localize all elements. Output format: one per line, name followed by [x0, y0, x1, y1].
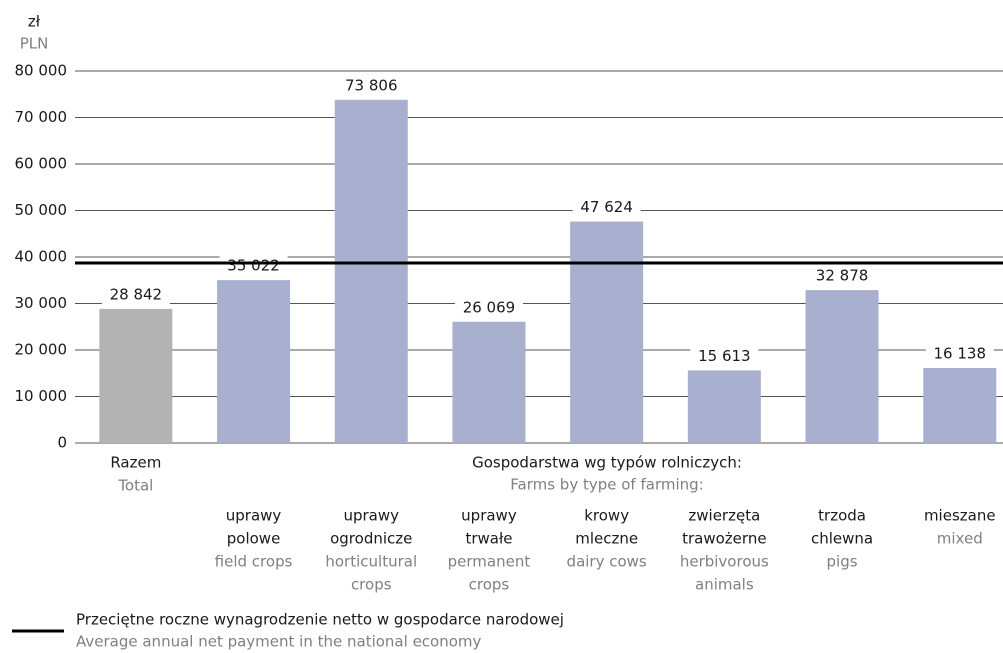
bar — [687, 370, 761, 443]
x-tick-label-en: pigs — [827, 553, 858, 571]
y-tick-label: 20 000 — [15, 341, 68, 359]
value-label: 26 069 — [463, 298, 516, 316]
value-label: 16 138 — [934, 344, 987, 362]
bar — [805, 290, 879, 443]
bar — [923, 367, 997, 443]
x-tick-label: chlewna — [811, 530, 873, 548]
y-tick-label: 70 000 — [15, 108, 68, 126]
value-label-bg — [690, 346, 759, 367]
legend-label-en: Average annual net payment in the nation… — [76, 633, 482, 651]
x-tick-label-en: herbivorous — [680, 553, 769, 571]
x-tick-label: trawożerne — [682, 530, 766, 548]
x-tick-label: uprawy — [461, 507, 517, 525]
value-label-bg — [925, 343, 994, 364]
x-tick-label-en: dairy cows — [567, 553, 647, 571]
bar — [334, 99, 408, 444]
y-tick-label: 0 — [57, 434, 67, 452]
bar — [217, 280, 291, 443]
value-label-bg — [101, 284, 170, 305]
x-tick-label: polowe — [227, 530, 281, 548]
x-tick-label: uprawy — [226, 507, 282, 525]
bar — [99, 308, 173, 443]
x-tick-label: zwierzęta — [688, 507, 760, 525]
x-tick-label-en: permanent — [448, 553, 531, 571]
x-tick-label-en: field crops — [215, 553, 293, 571]
y-tick-label: 40 000 — [15, 248, 68, 266]
y-tick-label: 80 000 — [15, 62, 68, 80]
x-tick-label: ogrodnicze — [330, 530, 412, 548]
x-tick-label-en: Total — [117, 477, 153, 495]
x-tick-label: mleczne — [575, 530, 638, 548]
legend-label: Przeciętne roczne wynagrodzenie netto w … — [76, 611, 564, 629]
x-tick-label: Razem — [110, 454, 161, 472]
value-label-bg — [808, 266, 877, 287]
value-label: 28 842 — [110, 285, 163, 303]
value-label: 47 624 — [580, 198, 633, 216]
y-unit: zł — [28, 13, 41, 31]
value-label-bg — [219, 256, 288, 277]
x-tick-label-en: crops — [351, 576, 392, 594]
y-tick-label: 60 000 — [15, 155, 68, 173]
x-tick-label-en: mixed — [937, 530, 983, 548]
x-tick-label: uprawy — [343, 507, 399, 525]
x-tick-label: mieszane — [924, 507, 996, 525]
y-unit-en: PLN — [20, 35, 49, 53]
value-label-bg — [572, 197, 641, 218]
bar — [452, 321, 526, 443]
value-label-bg — [337, 75, 406, 96]
value-label: 32 878 — [816, 267, 869, 285]
x-tick-label-en: animals — [695, 576, 754, 594]
x-tick-label-en: crops — [469, 576, 510, 594]
x-tick-label-en: horticultural — [325, 553, 417, 571]
y-tick-label: 30 000 — [15, 294, 68, 312]
group-label-en: Farms by type of farming: — [510, 476, 703, 494]
x-tick-label: krowy — [584, 507, 629, 525]
x-tick-label: trzoda — [818, 507, 866, 525]
value-label: 15 613 — [698, 347, 751, 365]
y-tick-label: 50 000 — [15, 201, 68, 219]
value-label: 35 022 — [227, 257, 280, 275]
x-tick-label: trwałe — [465, 530, 512, 548]
value-label-bg — [454, 297, 523, 318]
value-label: 73 806 — [345, 76, 398, 94]
y-tick-label: 10 000 — [15, 387, 68, 405]
bar — [570, 221, 644, 443]
group-label: Gospodarstwa wg typów rolniczych: — [472, 454, 742, 472]
